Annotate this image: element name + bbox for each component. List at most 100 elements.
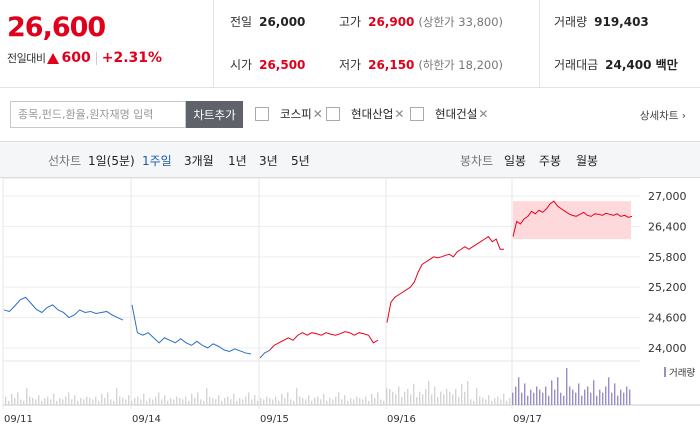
compare-item-hdc[interactable]: 현대산업 ✕ bbox=[326, 106, 404, 122]
compare-checkbox[interactable] bbox=[255, 107, 269, 121]
volume-bar bbox=[533, 392, 535, 405]
tab-1week[interactable]: 1주일 bbox=[142, 154, 172, 168]
volume-bar bbox=[497, 396, 499, 405]
divider bbox=[95, 51, 97, 65]
volume-bar bbox=[518, 377, 520, 405]
volume-bar bbox=[20, 399, 22, 405]
compare-item-kospi[interactable]: 코스피 ✕ bbox=[255, 106, 323, 122]
volume-bar bbox=[224, 398, 226, 405]
compare-item-label: 현대산업 bbox=[351, 107, 394, 121]
volume-bar bbox=[254, 395, 256, 405]
volume-bar bbox=[467, 381, 469, 405]
volume-bar bbox=[299, 396, 301, 405]
volume-bar bbox=[545, 386, 547, 405]
volume-bar bbox=[14, 398, 16, 405]
volume-bar bbox=[611, 392, 613, 405]
price-chart-svg: 27,000 26,400 25,800 25,200 24,600 24,000 09/1… bbox=[2, 178, 700, 425]
price-line-above bbox=[269, 331, 379, 351]
y-tick-label: 27,000 bbox=[648, 190, 687, 203]
volume-bar bbox=[212, 398, 214, 405]
volume-bar bbox=[182, 399, 184, 405]
volume-bar bbox=[230, 399, 232, 405]
remove-icon[interactable]: ✕ bbox=[478, 107, 489, 121]
volume-bar bbox=[41, 400, 43, 405]
volume-bar bbox=[242, 399, 244, 405]
y-tick-label: 24,000 bbox=[648, 342, 687, 355]
volume-bar bbox=[5, 396, 7, 405]
remove-icon[interactable]: ✕ bbox=[312, 107, 323, 121]
add-chart-button[interactable]: 차트추가 bbox=[186, 101, 243, 128]
volume-bar bbox=[86, 396, 88, 405]
volume-bar bbox=[377, 392, 379, 405]
tab-1year[interactable]: 1년 bbox=[228, 154, 247, 168]
volume-bar bbox=[302, 398, 304, 405]
volume-bar bbox=[344, 395, 346, 405]
stat-high: 고가 26,900 (상한가 33,800) bbox=[339, 13, 503, 30]
volume-bar bbox=[29, 396, 31, 405]
compare-checkbox[interactable] bbox=[410, 107, 424, 121]
volume-bar bbox=[8, 400, 10, 405]
stat-value: 26,000 bbox=[259, 15, 306, 29]
volume-bar bbox=[17, 392, 19, 405]
volume-bar bbox=[221, 400, 223, 405]
volume-bar bbox=[92, 399, 94, 405]
volume-bar bbox=[530, 389, 532, 405]
volume-bar bbox=[536, 386, 538, 405]
volume-bar bbox=[527, 395, 529, 405]
stat-label: 저가 bbox=[339, 58, 362, 72]
volume-bar bbox=[524, 383, 526, 405]
volume-bar bbox=[539, 389, 541, 405]
volume-bar bbox=[284, 398, 286, 405]
change-percent: +2.31% bbox=[101, 50, 163, 66]
volume-bar bbox=[53, 393, 55, 405]
volume-bar bbox=[206, 388, 208, 405]
volume-bar bbox=[590, 392, 592, 405]
volume-bar bbox=[452, 394, 454, 405]
tab-5year[interactable]: 5년 bbox=[291, 154, 310, 168]
volume-bar bbox=[566, 368, 568, 405]
period-tabs: 선차트 1일(5분) 1주일 3개월 1년 3년 5년 봉차트 일봉 주봉 월봉 bbox=[0, 142, 700, 178]
volume-bar bbox=[488, 395, 490, 405]
tab-monthly[interactable]: 월봉 bbox=[576, 154, 599, 168]
volume-bar bbox=[272, 399, 274, 405]
volume-bar bbox=[110, 399, 112, 405]
compare-bar: 차트추가 코스피 ✕ 현대산업 ✕ 현대건설 ✕ 상세차트 › bbox=[0, 88, 700, 142]
volume-bar bbox=[152, 399, 154, 405]
tab-weekly[interactable]: 주봉 bbox=[539, 154, 562, 168]
volume-bar bbox=[77, 400, 79, 405]
volume-bar bbox=[473, 400, 475, 405]
compare-search-input[interactable] bbox=[10, 101, 186, 128]
volume-bar bbox=[65, 396, 67, 405]
volume-bar bbox=[383, 400, 385, 405]
volume-bar bbox=[479, 396, 481, 405]
volume-bar bbox=[197, 392, 199, 405]
volume-bar bbox=[551, 380, 553, 405]
detail-chart-link[interactable]: 상세차트 › bbox=[639, 110, 686, 122]
tab-3year[interactable]: 3년 bbox=[259, 154, 278, 168]
volume-bar bbox=[593, 380, 595, 405]
x-tick-label: 09/16 bbox=[387, 414, 416, 425]
volume-bar bbox=[137, 396, 139, 405]
stats-panel: 전일 26,000 시가 26,500 고가 26,900 (상한가 33,800) 저… bbox=[214, 0, 700, 88]
volume-bar bbox=[584, 389, 586, 405]
volume-bar bbox=[209, 396, 211, 405]
remove-icon[interactable]: ✕ bbox=[394, 107, 405, 121]
compare-checkbox[interactable] bbox=[326, 107, 340, 121]
stat-value: 26,150 bbox=[368, 58, 415, 72]
volume-bar bbox=[218, 395, 220, 405]
volume-bar bbox=[332, 399, 334, 405]
tab-3month[interactable]: 3개월 bbox=[184, 154, 214, 168]
volume-bar bbox=[416, 397, 418, 405]
volume-bar bbox=[470, 399, 472, 405]
price-chart[interactable]: 27,000 26,400 25,800 25,200 24,600 24,000 09/1… bbox=[0, 178, 700, 443]
y-tick-label: 24,600 bbox=[648, 312, 687, 325]
volume-bar bbox=[425, 389, 427, 405]
volume-bar bbox=[317, 396, 319, 405]
compare-item-hdec[interactable]: 현대건설 ✕ bbox=[410, 106, 488, 122]
volume-bar bbox=[98, 400, 100, 405]
volume-bar bbox=[587, 386, 589, 405]
change-label: 전일대비 bbox=[7, 52, 46, 65]
tab-1day[interactable]: 1일(5분) bbox=[88, 154, 135, 168]
tab-daily[interactable]: 일봉 bbox=[504, 154, 527, 168]
volume-bar bbox=[629, 389, 631, 405]
